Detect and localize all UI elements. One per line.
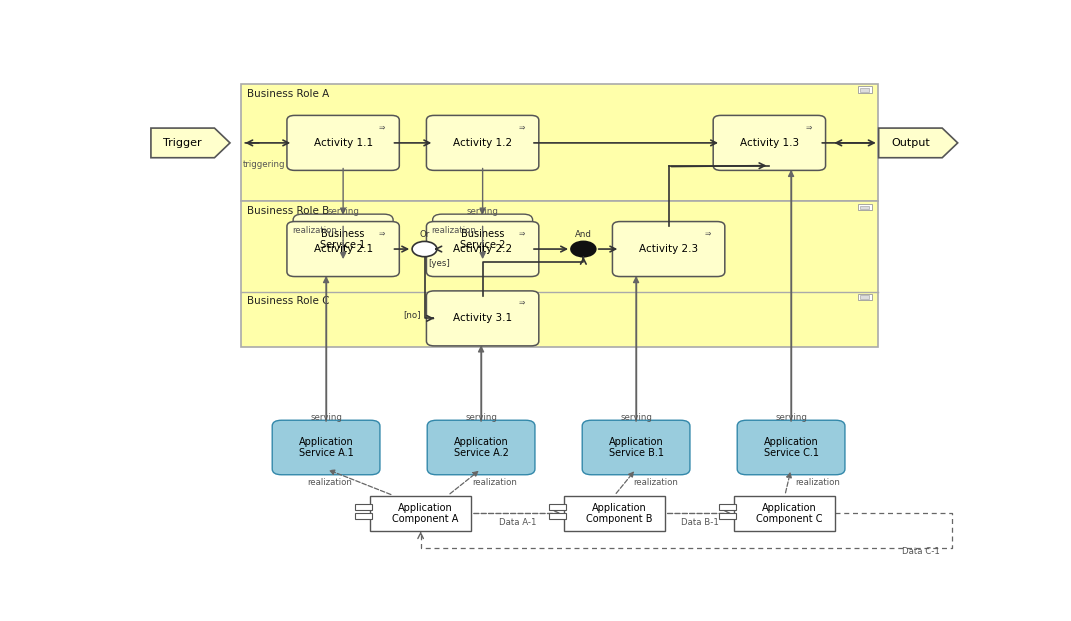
FancyBboxPatch shape xyxy=(433,214,532,265)
Text: Activity 2.2: Activity 2.2 xyxy=(453,244,512,254)
FancyBboxPatch shape xyxy=(583,420,690,474)
Text: Business Role C: Business Role C xyxy=(247,296,330,306)
Text: Activity 2.1: Activity 2.1 xyxy=(314,244,373,254)
Text: serving: serving xyxy=(327,207,359,215)
Text: Activity 1.2: Activity 1.2 xyxy=(453,138,512,148)
Text: Application
Service A.2: Application Service A.2 xyxy=(454,437,509,458)
Text: Data B-1: Data B-1 xyxy=(681,517,719,527)
Text: realization: realization xyxy=(633,478,678,487)
Text: Application
Service C.1: Application Service C.1 xyxy=(764,437,818,458)
Text: Data A-1: Data A-1 xyxy=(499,517,537,527)
Text: realization: realization xyxy=(307,478,352,487)
Text: ⇒: ⇒ xyxy=(379,229,386,237)
Text: serving: serving xyxy=(775,413,808,422)
Text: Application
Service A.1: Application Service A.1 xyxy=(299,437,353,458)
Text: ⇒: ⇒ xyxy=(805,122,812,131)
Bar xyxy=(355,504,372,510)
Text: Activity 1.3: Activity 1.3 xyxy=(740,138,799,148)
Bar xyxy=(241,84,878,201)
Text: realization: realization xyxy=(292,226,337,235)
Text: Activity 2.3: Activity 2.3 xyxy=(639,244,698,254)
Text: Data C-1: Data C-1 xyxy=(902,547,940,556)
Circle shape xyxy=(571,242,595,256)
Text: Application
Component B: Application Component B xyxy=(586,502,652,524)
Text: realization: realization xyxy=(432,226,477,235)
Polygon shape xyxy=(878,128,957,158)
Text: triggering: triggering xyxy=(242,160,285,169)
Bar xyxy=(860,206,869,209)
Text: serving: serving xyxy=(620,413,652,422)
Bar xyxy=(548,504,565,510)
Text: And: And xyxy=(575,230,592,239)
Text: Application
Component C: Application Component C xyxy=(756,502,823,524)
Text: ⇒: ⇒ xyxy=(518,122,525,131)
Polygon shape xyxy=(151,128,230,158)
Text: Activity 3.1: Activity 3.1 xyxy=(453,314,512,324)
Text: Or: Or xyxy=(420,230,429,239)
Text: [yes]: [yes] xyxy=(428,259,450,268)
Bar xyxy=(735,496,835,532)
Bar xyxy=(548,513,565,519)
Text: ⇒: ⇒ xyxy=(379,122,386,131)
Bar xyxy=(860,88,869,92)
Bar xyxy=(371,496,471,532)
Bar xyxy=(858,86,872,93)
Bar xyxy=(241,201,878,347)
FancyBboxPatch shape xyxy=(427,420,534,474)
Bar xyxy=(860,296,869,299)
Text: Business Role A: Business Role A xyxy=(247,89,329,99)
Bar xyxy=(719,513,736,519)
Text: ⇒: ⇒ xyxy=(518,229,525,237)
Text: serving: serving xyxy=(311,413,342,422)
FancyBboxPatch shape xyxy=(613,222,725,276)
FancyBboxPatch shape xyxy=(737,420,845,474)
FancyBboxPatch shape xyxy=(287,222,399,276)
Bar xyxy=(719,504,736,510)
FancyBboxPatch shape xyxy=(426,222,539,276)
Text: serving: serving xyxy=(467,207,499,215)
Text: Application
Service B.1: Application Service B.1 xyxy=(608,437,664,458)
Text: Trigger: Trigger xyxy=(164,138,202,148)
Text: ⇒: ⇒ xyxy=(518,297,525,307)
FancyBboxPatch shape xyxy=(287,116,399,170)
Text: realization: realization xyxy=(472,478,517,487)
Text: realization: realization xyxy=(796,478,841,487)
Text: Activity 1.1: Activity 1.1 xyxy=(314,138,373,148)
FancyBboxPatch shape xyxy=(293,214,393,265)
FancyBboxPatch shape xyxy=(713,116,826,170)
FancyBboxPatch shape xyxy=(272,420,380,474)
Bar xyxy=(858,294,872,300)
Text: ⇒: ⇒ xyxy=(705,229,711,237)
Text: Business Role B: Business Role B xyxy=(247,206,329,216)
Text: Application
Component A: Application Component A xyxy=(392,502,458,524)
Bar xyxy=(858,204,872,211)
FancyBboxPatch shape xyxy=(426,116,539,170)
Text: Business
Service 2: Business Service 2 xyxy=(459,229,506,250)
Text: Business
Service 1: Business Service 1 xyxy=(320,229,366,250)
Text: serving: serving xyxy=(465,413,497,422)
FancyBboxPatch shape xyxy=(426,291,539,346)
Bar xyxy=(564,496,665,532)
Text: Output: Output xyxy=(891,138,930,148)
Text: [no]: [no] xyxy=(403,310,421,319)
Circle shape xyxy=(412,242,437,256)
Bar xyxy=(355,513,372,519)
